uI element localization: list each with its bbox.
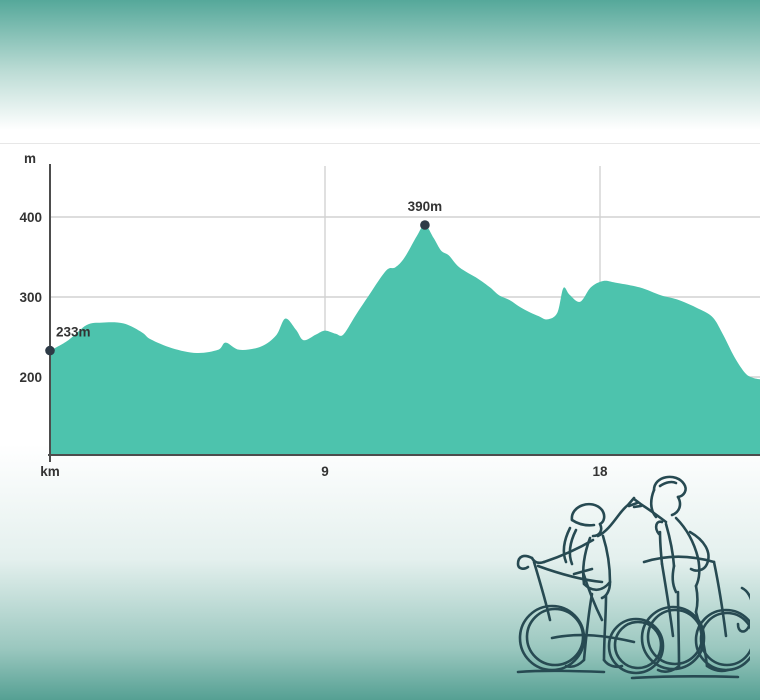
- torso: [664, 522, 676, 568]
- bike-frame: [536, 564, 604, 584]
- hair: [562, 526, 572, 564]
- bike-stem: [658, 530, 664, 566]
- bottom-gradient-band: [0, 444, 760, 700]
- x-tick-label: 9: [321, 464, 329, 479]
- y-tick-label: 300: [19, 290, 42, 305]
- elevation-area: [50, 224, 760, 455]
- leg: [582, 592, 594, 662]
- peak-elevation-label: 390m: [408, 199, 443, 214]
- hand: [627, 501, 639, 508]
- hip: [694, 584, 699, 614]
- x-axis-unit-label: km: [40, 464, 60, 479]
- right-bike: [640, 520, 750, 672]
- bike-wheel: [640, 605, 706, 671]
- left-bike: [516, 554, 665, 675]
- bike-handlebar: [516, 554, 534, 570]
- start-point-marker: [45, 345, 55, 356]
- top-gradient-band: [0, 0, 760, 130]
- foot: [602, 658, 624, 669]
- raised-arm: [596, 503, 630, 538]
- bike-wheel: [525, 607, 585, 667]
- helmet: [652, 475, 687, 499]
- torso: [674, 516, 701, 588]
- akimbo-arm: [688, 530, 710, 572]
- hand: [632, 504, 643, 509]
- hand: [530, 556, 546, 565]
- hair: [568, 528, 578, 566]
- bike-wheel: [613, 620, 663, 670]
- bike-fork: [712, 560, 728, 638]
- raised-arm: [640, 503, 668, 524]
- face: [670, 495, 682, 517]
- waist: [582, 580, 612, 592]
- bike-frame: [550, 633, 636, 644]
- foot: [656, 664, 681, 673]
- x-tick-label: 18: [592, 464, 608, 479]
- face: [591, 522, 603, 538]
- bike-frame: [642, 555, 716, 564]
- bike-wheel: [699, 611, 750, 667]
- helmet-vent: [658, 480, 678, 488]
- bike-frame: [660, 562, 675, 638]
- right-cyclist: [632, 475, 730, 673]
- y-axis-unit-label: m: [24, 151, 36, 166]
- bike-wheel: [646, 608, 704, 666]
- ground-lines: [516, 669, 740, 680]
- bike-pannier: [736, 586, 750, 633]
- cyclists-illustration: [516, 475, 750, 680]
- elevation-chart: 200 300 400 9 18 m km 233m 390m: [19, 151, 760, 479]
- foot: [564, 658, 586, 669]
- bike-wheel: [607, 617, 665, 675]
- peak-point-marker: [420, 220, 430, 230]
- leg: [602, 594, 608, 662]
- helmet: [570, 502, 606, 526]
- leg: [694, 610, 709, 668]
- hip: [671, 564, 678, 594]
- helmet-visor: [570, 518, 596, 527]
- y-tick-label: 400: [19, 210, 42, 225]
- hand: [632, 497, 644, 507]
- foot: [705, 664, 730, 673]
- bike-handlebar: [654, 520, 664, 536]
- bike-fork: [532, 560, 552, 622]
- y-tick-label: 200: [19, 370, 42, 385]
- left-cyclist: [530, 496, 639, 669]
- leg: [676, 590, 681, 668]
- start-elevation-label: 233m: [56, 325, 91, 340]
- torso: [581, 536, 592, 586]
- chart-top-border: [0, 143, 760, 144]
